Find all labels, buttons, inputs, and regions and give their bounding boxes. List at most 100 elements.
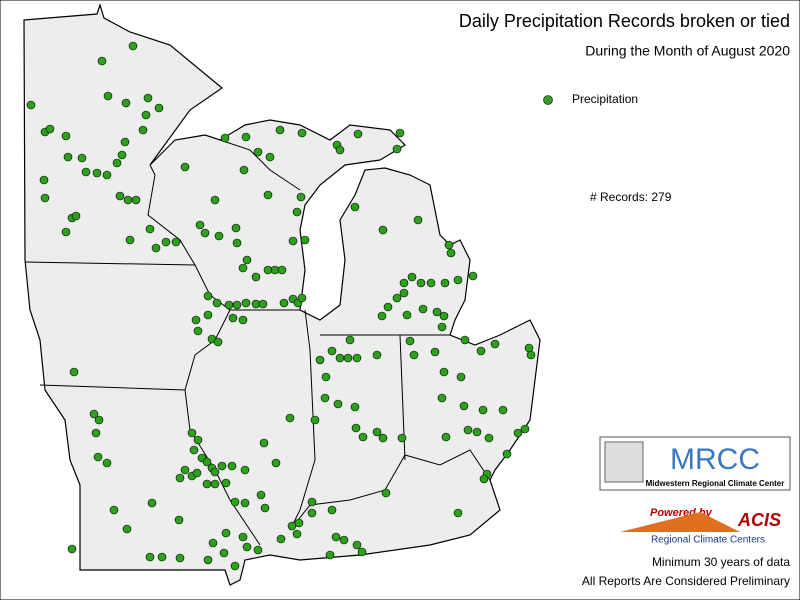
record-dot bbox=[275, 125, 285, 135]
record-dot bbox=[202, 479, 212, 489]
record-dot bbox=[405, 336, 415, 346]
record-dot bbox=[123, 195, 133, 205]
record-dot bbox=[437, 393, 447, 403]
record-dot bbox=[377, 311, 387, 321]
record-dot bbox=[219, 548, 229, 558]
record-dot bbox=[345, 335, 355, 345]
record-dot bbox=[230, 561, 240, 571]
record-dot bbox=[221, 528, 231, 538]
record-dot bbox=[315, 355, 325, 365]
record-dot bbox=[242, 542, 252, 552]
record-dot bbox=[439, 367, 449, 377]
record-dot bbox=[392, 293, 402, 303]
record-dot bbox=[441, 432, 451, 442]
record-dot bbox=[263, 190, 273, 200]
record-dot bbox=[321, 372, 331, 382]
record-dot bbox=[476, 346, 486, 356]
legend-label: Precipitation bbox=[572, 92, 638, 106]
record-dot bbox=[93, 452, 103, 462]
record-dot bbox=[327, 346, 337, 356]
records-count: # Records: 279 bbox=[590, 190, 672, 204]
record-dot bbox=[350, 202, 360, 212]
record-dot bbox=[310, 415, 320, 425]
record-dot bbox=[378, 433, 388, 443]
record-dot bbox=[292, 207, 302, 217]
logo-map bbox=[604, 441, 644, 483]
record-dot bbox=[203, 310, 213, 320]
record-dot bbox=[353, 129, 363, 139]
record-dot bbox=[61, 131, 71, 141]
record-dot bbox=[513, 428, 523, 438]
record-dot bbox=[453, 275, 463, 285]
record-dot bbox=[89, 409, 99, 419]
record-dot bbox=[175, 553, 185, 563]
record-dot bbox=[292, 529, 302, 539]
record-dot bbox=[210, 479, 220, 489]
record-dot bbox=[120, 137, 130, 147]
record-dot bbox=[221, 478, 231, 488]
record-dot bbox=[502, 449, 512, 459]
record-dot bbox=[439, 311, 449, 321]
record-dot bbox=[472, 427, 482, 437]
record-dot bbox=[71, 211, 81, 221]
record-dot bbox=[258, 299, 268, 309]
record-dot bbox=[397, 433, 407, 443]
record-dot bbox=[210, 195, 220, 205]
record-dot bbox=[409, 350, 419, 360]
record-dot bbox=[217, 461, 227, 471]
record-dot bbox=[335, 353, 345, 363]
record-dot bbox=[212, 298, 222, 308]
record-dot bbox=[331, 532, 341, 542]
record-dot bbox=[45, 124, 55, 134]
record-dot bbox=[102, 458, 112, 468]
record-dot bbox=[143, 93, 153, 103]
record-dot bbox=[117, 150, 127, 160]
record-dot bbox=[259, 438, 269, 448]
title: Daily Precipitation Records broken or ti… bbox=[459, 11, 790, 31]
record-dot bbox=[484, 433, 494, 443]
record-dot bbox=[296, 192, 306, 202]
record-dot bbox=[426, 278, 436, 288]
record-dot bbox=[94, 415, 104, 425]
record-dot bbox=[189, 445, 199, 455]
record-dot bbox=[210, 467, 220, 477]
record-dot bbox=[276, 534, 286, 544]
record-dot bbox=[180, 162, 190, 172]
record-dot bbox=[351, 423, 361, 433]
record-dot bbox=[232, 238, 242, 248]
record-dot bbox=[103, 91, 113, 101]
record-dot bbox=[171, 237, 181, 247]
record-dot bbox=[453, 508, 463, 518]
record-dot bbox=[277, 265, 287, 275]
record-dot bbox=[232, 300, 242, 310]
record-dot bbox=[91, 428, 101, 438]
logo-name: MRCC bbox=[670, 443, 760, 476]
record-dot bbox=[193, 326, 203, 336]
record-dot bbox=[343, 353, 353, 363]
record-dot bbox=[251, 272, 261, 282]
acis-full-name: Regional Climate Centers bbox=[651, 535, 765, 546]
record-dot bbox=[526, 350, 536, 360]
record-dot bbox=[297, 293, 307, 303]
record-dot bbox=[97, 56, 107, 66]
record-dot bbox=[193, 435, 203, 445]
record-dot bbox=[358, 432, 368, 442]
record-dot bbox=[307, 508, 317, 518]
record-dot bbox=[399, 278, 409, 288]
record-dot bbox=[191, 315, 201, 325]
record-dot bbox=[214, 231, 224, 241]
record-dot bbox=[174, 515, 184, 525]
record-dot bbox=[325, 550, 335, 560]
record-dot bbox=[459, 401, 469, 411]
record-dot bbox=[456, 372, 466, 382]
record-dot bbox=[228, 313, 238, 323]
record-dot bbox=[77, 153, 87, 163]
record-dot bbox=[253, 545, 263, 555]
record-dot bbox=[138, 125, 148, 135]
record-dot bbox=[352, 540, 362, 550]
region-map bbox=[23, 3, 541, 586]
record-dot bbox=[240, 498, 250, 508]
record-dot bbox=[260, 503, 270, 513]
note: All Reports Are Considered Preliminary bbox=[582, 574, 790, 588]
record-dot bbox=[490, 339, 500, 349]
